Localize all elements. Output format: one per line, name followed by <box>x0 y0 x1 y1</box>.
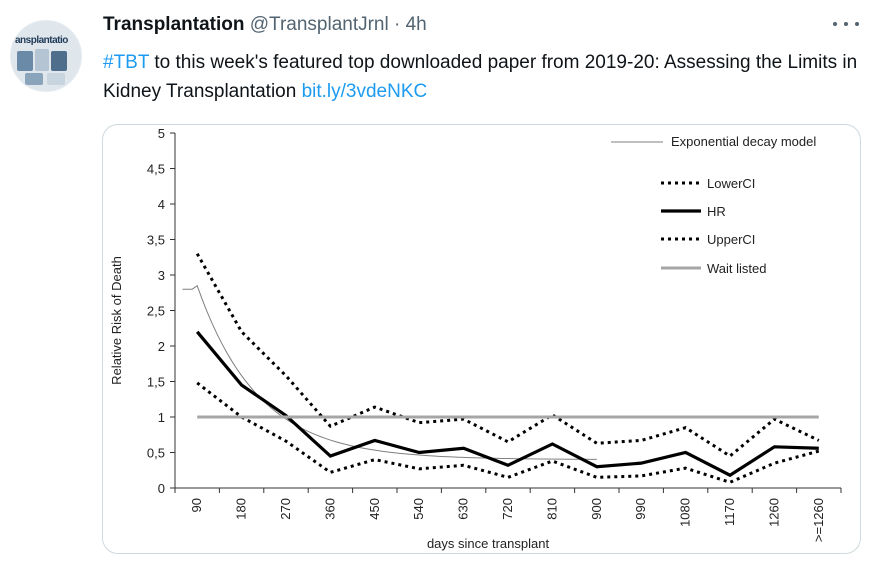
x-tick-label: 540 <box>411 498 426 520</box>
url-link[interactable]: bit.ly/3vdeNKC <box>301 81 428 102</box>
x-tick-label: 810 <box>544 498 559 520</box>
y-tick-label: 0,5 <box>147 446 165 461</box>
x-tick-label: 1170 <box>722 498 737 526</box>
y-tick-label: 3 <box>158 268 165 283</box>
separator-dot: · <box>394 14 401 35</box>
x-tick-label: 1260 <box>766 498 781 527</box>
avatar-logo-text: ansplantatio <box>15 35 68 46</box>
display-name[interactable]: Transplantation <box>103 14 245 35</box>
legend-label: HR <box>707 204 726 219</box>
model-curve <box>182 284 597 460</box>
series-line-upperci <box>195 252 820 458</box>
y-tick-label: 2 <box>158 339 165 354</box>
y-axis-label: Relative Risk of Death <box>109 256 124 385</box>
x-tick-label: 630 <box>456 498 471 520</box>
hashtag-link[interactable]: #TBT <box>103 52 150 73</box>
x-tick-label: 900 <box>589 498 604 520</box>
avatar-tile <box>47 73 65 85</box>
y-tick-label: 5 <box>158 126 165 141</box>
legend-label: UpperCI <box>707 232 755 247</box>
series-line-hr <box>195 330 819 478</box>
tweet-header: Transplantation @TransplantJrnl · 4h <box>103 12 427 38</box>
y-tick-label: 0 <box>158 481 165 496</box>
x-tick-label: 180 <box>234 498 249 520</box>
chart-svg: 0 0,5 1 1,5 2 2,5 3 3,5 4 4,5 5 90 180 270 360 450 540 63… <box>109 126 853 551</box>
x-tick-label: 360 <box>322 498 337 520</box>
legend-label: Wait listed <box>707 261 766 276</box>
x-tick-label: 720 <box>500 498 515 520</box>
chart-image[interactable]: 0 0,5 1 1,5 2 2,5 3 3,5 4 4,5 5 90 180 270 360 450 540 63… <box>102 124 861 554</box>
y-tick-label: 3,5 <box>147 233 165 248</box>
user-handle[interactable]: @TransplantJrnl <box>249 14 389 35</box>
avatar-tile <box>17 51 33 71</box>
y-tick-label: 4 <box>158 197 165 212</box>
more-options-button[interactable] <box>833 14 859 34</box>
series-line-lowerci <box>196 381 820 484</box>
avatar-tile <box>35 49 49 71</box>
y-tick-label: 2,5 <box>147 304 165 319</box>
x-tick-label: 450 <box>367 498 382 520</box>
more-horizontal-icon <box>855 22 859 26</box>
avatar-tile <box>25 73 43 85</box>
y-tick-label: 1 <box>158 410 165 425</box>
x-tick-label: 1080 <box>678 498 693 527</box>
tweet-body: to this week's featured top downloaded p… <box>103 52 858 102</box>
legend-label: LowerCI <box>707 176 755 191</box>
more-horizontal-icon <box>833 22 837 26</box>
avatar-tile <box>51 51 67 71</box>
legend-label-model: Exponential decay model <box>671 134 816 149</box>
more-horizontal-icon <box>844 22 848 26</box>
x-tick-label: 270 <box>278 498 293 520</box>
y-tick-label: 1,5 <box>147 375 165 390</box>
x-tick-label: >=1260 <box>811 498 826 542</box>
x-tick-label: 990 <box>633 498 648 520</box>
x-tick-label: 90 <box>189 498 204 512</box>
x-axis-label: days since transplant <box>427 536 550 551</box>
avatar[interactable]: ansplantatio <box>10 20 82 92</box>
legend-top-box <box>603 133 853 157</box>
timestamp[interactable]: 4h <box>405 14 427 35</box>
y-tick-label: 4,5 <box>147 162 165 177</box>
tweet-text: #TBT to this week's featured top downloa… <box>103 48 863 106</box>
